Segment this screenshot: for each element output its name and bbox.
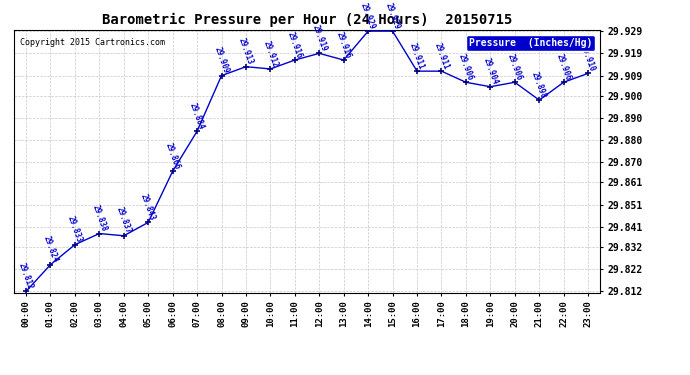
Text: 29.884: 29.884	[188, 101, 206, 130]
Text: 29.911: 29.911	[408, 41, 426, 70]
Legend: Pressure  (Inches/Hg): Pressure (Inches/Hg)	[466, 35, 595, 51]
Text: 29.843: 29.843	[139, 193, 157, 222]
Text: 29.929: 29.929	[384, 1, 402, 30]
Text: 29.906: 29.906	[506, 53, 524, 82]
Text: 29.916: 29.916	[335, 30, 353, 59]
Text: 29.910: 29.910	[579, 44, 597, 73]
Text: 29.929: 29.929	[359, 1, 377, 30]
Text: 29.904: 29.904	[482, 57, 500, 86]
Text: 29.866: 29.866	[164, 141, 181, 171]
Text: 29.916: 29.916	[286, 30, 304, 59]
Text: 29.837: 29.837	[115, 206, 132, 235]
Text: 29.838: 29.838	[90, 204, 108, 233]
Text: 29.906: 29.906	[555, 53, 573, 82]
Text: 29.909: 29.909	[213, 46, 230, 75]
Text: Copyright 2015 Cartronics.com: Copyright 2015 Cartronics.com	[19, 38, 165, 47]
Text: 29.824: 29.824	[41, 235, 59, 264]
Text: 29.911: 29.911	[433, 41, 451, 70]
Text: 29.898: 29.898	[530, 70, 548, 99]
Text: 29.913: 29.913	[237, 37, 255, 66]
Text: 29.919: 29.919	[310, 24, 328, 53]
Text: 29.812: 29.812	[17, 262, 35, 291]
Text: 29.833: 29.833	[66, 215, 84, 244]
Text: 29.912: 29.912	[262, 39, 279, 68]
Title: Barometric Pressure per Hour (24 Hours)  20150715: Barometric Pressure per Hour (24 Hours) …	[102, 13, 512, 27]
Text: 29.906: 29.906	[457, 53, 475, 82]
